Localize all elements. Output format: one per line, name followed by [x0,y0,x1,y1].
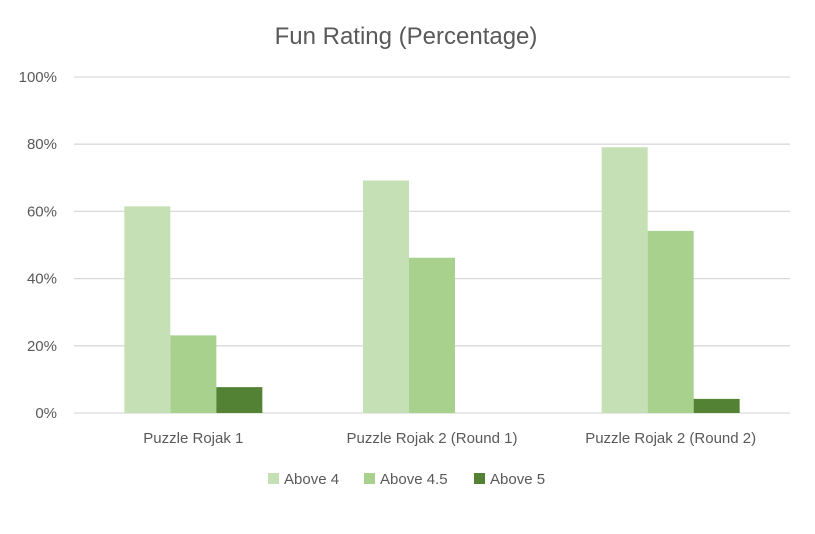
legend: Above 4 Above 4.5 Above 5 [268,471,545,488]
bar-above-5-2 [693,398,740,413]
bar-above-4-2 [601,147,648,413]
x-tick-label: Puzzle Rojak 1 [143,430,243,447]
legend-swatch [474,473,485,484]
bar-above-4-0 [124,206,171,413]
y-tick-label: 40% [27,271,57,288]
y-tick-label: 20% [27,338,57,355]
bar-above-5-0 [216,387,263,413]
x-tick-label: Puzzle Rojak 2 (Round 2) [585,430,756,447]
bar-above-4-1 [363,180,409,413]
legend-label: Above 4 [284,471,339,488]
chart-title: Fun Rating (Percentage) [275,23,538,50]
bar-above-4-5-2 [647,230,694,413]
y-tick-label: 100% [19,69,57,86]
bar-above-4-5-1 [409,257,455,413]
y-tick-label: 0% [35,405,57,422]
x-tick-label: Puzzle Rojak 2 (Round 1) [347,430,518,447]
y-tick-label: 80% [27,136,57,153]
bars [124,147,740,413]
legend-swatch [364,473,375,484]
legend-label: Above 4.5 [380,471,448,488]
y-axis-ticks: 0% 20% 40% 60% 80% 100% [19,69,57,422]
legend-label: Above 5 [490,471,545,488]
x-axis-ticks: Puzzle Rojak 1 Puzzle Rojak 2 (Round 1) Pu… [143,430,756,447]
y-tick-label: 60% [27,203,57,220]
bar-above-4-5-0 [170,335,217,413]
legend-swatch [268,473,279,484]
